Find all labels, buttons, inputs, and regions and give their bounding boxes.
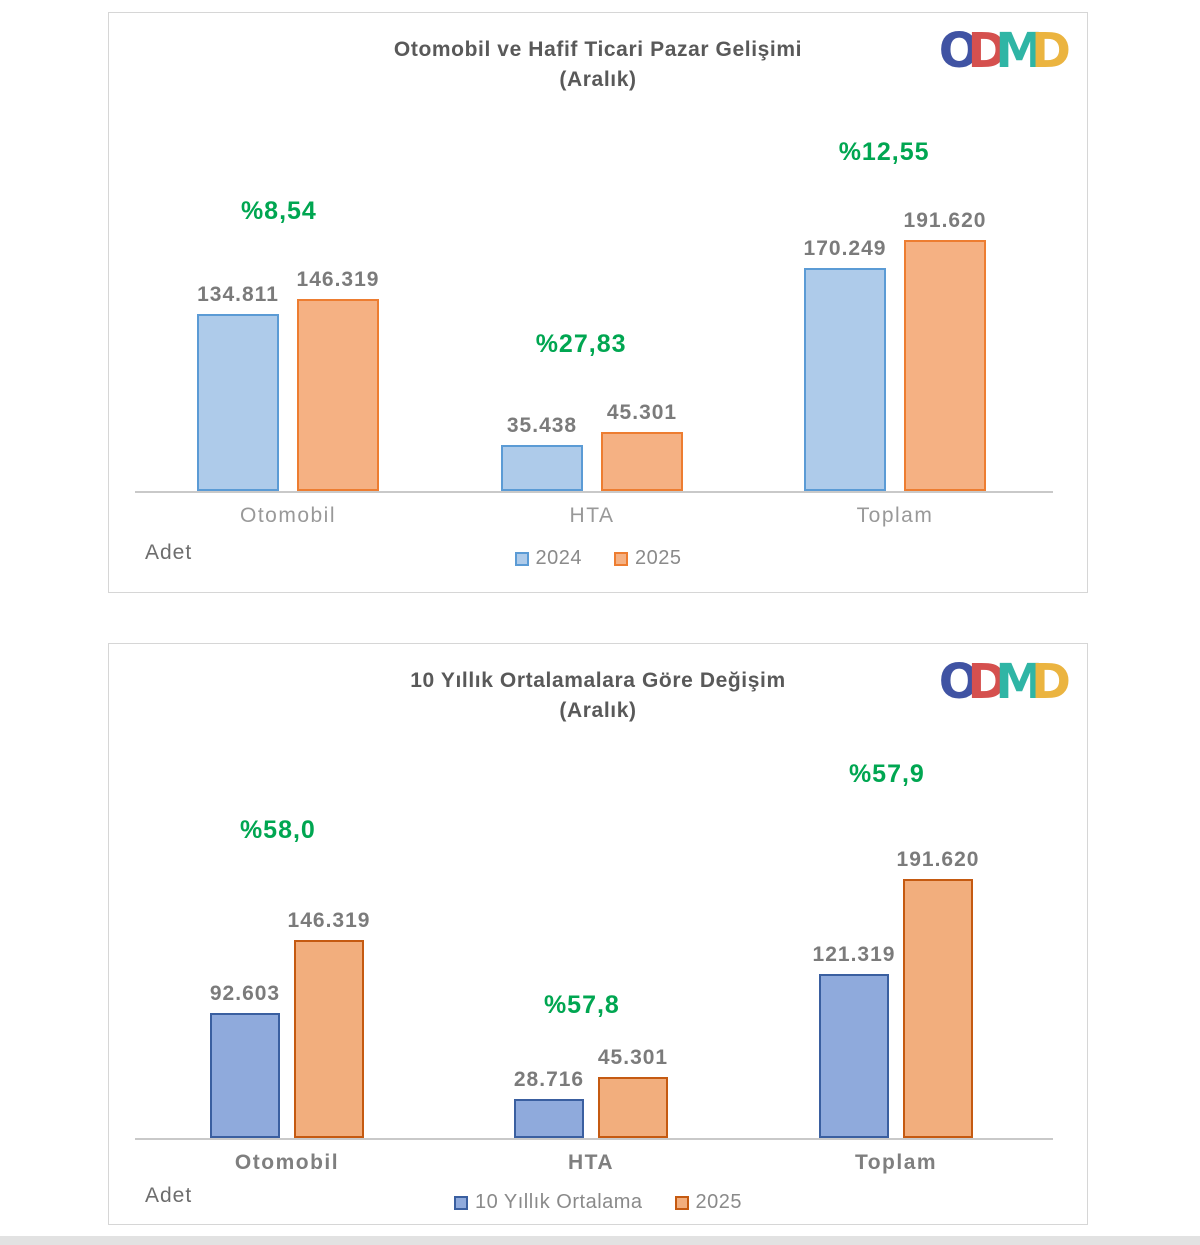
logo-letter-d2: D bbox=[1031, 23, 1071, 79]
percent-change-label: %27,83 bbox=[535, 330, 627, 358]
percent-change-label: %12,55 bbox=[838, 138, 930, 166]
bar-group-otomobil: %58,0 92.603 146.319 Otomobil bbox=[210, 644, 370, 1174]
bar-2025-toplam bbox=[903, 879, 973, 1138]
value-label: 134.811 bbox=[197, 283, 279, 306]
logo-letter-m: M bbox=[995, 23, 1044, 79]
value-label: 170.249 bbox=[803, 237, 887, 260]
bar-2025-hta bbox=[598, 1077, 668, 1138]
bar-group-hta: %57,8 28.716 45.301 HTA bbox=[514, 644, 668, 1174]
legend-swatch-2024 bbox=[514, 551, 529, 566]
bar-wrap-2025: 45.301 bbox=[601, 401, 683, 491]
value-label: 45.301 bbox=[597, 1046, 669, 1069]
legend-swatch-2025 bbox=[614, 551, 628, 566]
value-label: 45.301 bbox=[606, 401, 678, 424]
value-label: 146.319 bbox=[287, 909, 371, 932]
bar-group-hta: %27,83 35.438 45.301 HTA bbox=[501, 13, 683, 527]
odmd-logo: O D M D bbox=[939, 27, 1071, 75]
value-label: 92.603 bbox=[209, 982, 281, 1005]
bar-wrap-2025: 191.620 bbox=[897, 848, 978, 1138]
chart-title-line2: (Aralık) bbox=[559, 68, 637, 92]
chart-title: Otomobil ve Hafif Ticari Pazar Gelişimi … bbox=[109, 13, 1087, 96]
bar-2024-hta bbox=[501, 445, 583, 491]
legend: 2024 2025 bbox=[109, 547, 1087, 570]
legend-item-2025: 2025 bbox=[674, 1191, 743, 1214]
value-label: 35.438 bbox=[506, 414, 578, 437]
legend-item-2025: 2025 bbox=[614, 547, 682, 570]
unit-label: Adet bbox=[145, 1184, 193, 1207]
bar-group-toplam: %12,55 170.249 191.620 Toplam bbox=[804, 13, 986, 527]
bar-10yr-otomobil bbox=[210, 1013, 280, 1138]
value-label: 28.716 bbox=[513, 1068, 585, 1091]
bar-wrap-2024: 170.249 bbox=[804, 237, 886, 491]
percent-change-label: %58,0 bbox=[239, 816, 316, 844]
logo-letter-d1: D bbox=[967, 654, 1008, 710]
x-axis-line bbox=[135, 1138, 1053, 1140]
logo-letter-d1: D bbox=[967, 23, 1008, 79]
odmd-logo: O D M D bbox=[939, 658, 1071, 706]
plot-area: %8,54 134.811 146.319 Otomobil %27,83 35… bbox=[109, 13, 1087, 592]
x-axis-line bbox=[135, 491, 1053, 493]
category-label: Otomobil bbox=[234, 1151, 340, 1174]
bar-group-toplam: %57,9 121.319 191.620 Toplam bbox=[813, 644, 979, 1174]
bar-wrap-10yr: 121.319 bbox=[813, 943, 894, 1138]
bar-wrap-2025: 45.301 bbox=[598, 1046, 668, 1138]
chart-title: 10 Yıllık Ortalamalara Göre Değişim (Ara… bbox=[109, 644, 1087, 727]
bar-2025-toplam bbox=[904, 240, 986, 491]
value-label: 146.319 bbox=[296, 268, 380, 291]
legend-item-10yr: 10 Yıllık Ortalama bbox=[453, 1191, 643, 1214]
category-label: HTA bbox=[567, 1151, 615, 1174]
unit-label: Adet bbox=[145, 541, 193, 564]
percent-change-label: %57,9 bbox=[848, 760, 925, 788]
percent-change-label: %8,54 bbox=[240, 197, 317, 225]
legend-item-2024: 2024 bbox=[514, 547, 583, 570]
bar-wrap-10yr: 92.603 bbox=[210, 982, 280, 1138]
bar-10yr-toplam bbox=[819, 974, 889, 1138]
logo-letter-m: M bbox=[995, 654, 1044, 710]
legend-swatch-2025 bbox=[674, 1195, 689, 1210]
bar-2024-otomobil bbox=[197, 314, 279, 491]
legend: 10 Yıllık Ortalama 2025 bbox=[109, 1191, 1087, 1214]
bar-2024-toplam bbox=[804, 268, 886, 491]
bar-group-otomobil: %8,54 134.811 146.319 Otomobil bbox=[197, 13, 379, 527]
category-label: HTA bbox=[569, 504, 615, 527]
bottom-divider-strip bbox=[0, 1236, 1200, 1245]
value-label: 121.319 bbox=[812, 943, 896, 966]
category-label: Otomobil bbox=[239, 504, 337, 527]
chart-title-line1: Otomobil ve Hafif Ticari Pazar Gelişimi bbox=[393, 38, 803, 61]
market-growth-chart-card: Otomobil ve Hafif Ticari Pazar Gelişimi … bbox=[108, 12, 1088, 593]
plot-area: %58,0 92.603 146.319 Otomobil %57,8 28.7… bbox=[109, 644, 1087, 1224]
value-label: 191.620 bbox=[903, 209, 987, 232]
bar-2025-otomobil bbox=[297, 299, 379, 491]
bar-2025-hta bbox=[601, 432, 683, 491]
percent-change-label: %57,8 bbox=[543, 991, 620, 1019]
bar-wrap-2025: 146.319 bbox=[288, 909, 369, 1138]
ten-year-average-chart-card: 10 Yıllık Ortalamalara Göre Değişim (Ara… bbox=[108, 643, 1088, 1225]
logo-letter-d2: D bbox=[1031, 654, 1071, 710]
bar-wrap-2025: 191.620 bbox=[904, 209, 986, 491]
chart-title-line1: 10 Yıllık Ortalamalara Göre Değişim bbox=[410, 669, 786, 692]
bar-10yr-hta bbox=[514, 1099, 584, 1138]
bar-wrap-2025: 146.319 bbox=[297, 268, 379, 491]
bar-wrap-2024: 134.811 bbox=[197, 283, 279, 491]
legend-swatch-10yr bbox=[453, 1195, 468, 1210]
bar-2025-otomobil bbox=[294, 940, 364, 1138]
bar-wrap-10yr: 28.716 bbox=[514, 1068, 584, 1138]
value-label: 191.620 bbox=[896, 848, 980, 871]
logo-letter-o: O bbox=[938, 654, 980, 710]
category-label: Toplam bbox=[856, 504, 934, 527]
logo-letter-o: O bbox=[938, 23, 980, 79]
category-label: Toplam bbox=[854, 1151, 938, 1174]
chart-title-line2: (Aralık) bbox=[559, 699, 637, 723]
bar-wrap-2024: 35.438 bbox=[501, 414, 583, 491]
